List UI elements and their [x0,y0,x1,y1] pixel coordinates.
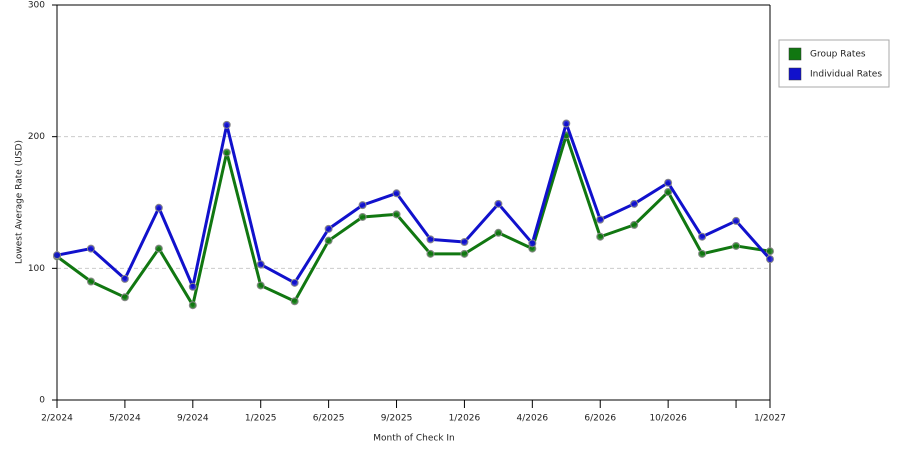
x-tick-label: 9/2025 [381,414,413,424]
data-point [256,281,265,290]
data-point [630,220,639,229]
data-point [596,232,605,241]
data-point [290,278,299,287]
x-tick-label: 10/2026 [649,414,687,424]
x-tick-label: 5/2024 [109,414,141,424]
data-point [358,212,367,221]
y-axis-label: Lowest Average Rate (USD) [15,140,25,264]
y-tick-label: 100 [28,264,45,274]
y-tick-label: 200 [28,132,45,142]
data-point [460,238,469,246]
x-tick-label: 1/2026 [449,414,481,424]
x-tick-label: 9/2024 [177,414,209,424]
data-point [53,251,61,260]
x-tick-label: 2/2024 [41,414,73,424]
x-tick-label: 4/2026 [516,414,548,424]
x-tick-label: 6/2026 [584,414,616,424]
legend-swatch [788,47,802,61]
data-point [120,274,129,283]
data-point [358,201,367,210]
data-point [562,119,571,128]
data-point [698,232,707,241]
y-tick-label: 0 [39,396,45,406]
data-point [188,282,197,291]
data-point [664,178,673,187]
data-point [766,255,774,264]
legend-label: Group Rates [810,50,866,60]
legend-swatch [788,67,802,81]
data-point [222,120,231,129]
x-tick-label: 1/2027 [754,414,786,424]
series-line [56,133,771,307]
series-line [56,122,772,289]
data-point [154,203,163,212]
data-point [426,235,435,244]
y-tick-label: 300 [28,1,45,11]
data-point [222,148,231,157]
x-tick-label: 6/2025 [313,414,345,424]
data-point [494,199,503,208]
data-point [426,249,435,258]
data-point [392,189,401,198]
legend-label: Individual Rates [810,70,882,80]
data-point [732,241,741,250]
data-point [766,247,774,256]
data-point [630,199,639,208]
data-point [256,260,265,269]
data-point [154,244,163,253]
x-tick-label: 1/2025 [245,414,277,424]
data-point [528,239,537,248]
data-point [188,301,197,310]
data-point [120,293,129,302]
data-point [86,244,95,253]
x-axis-label: Month of Check In [373,434,455,444]
data-point [290,297,299,306]
data-point [86,277,95,286]
data-point [664,187,673,196]
data-point [698,249,707,258]
data-point [460,249,469,258]
data-point [732,216,741,225]
data-point [596,215,605,224]
data-point [324,224,333,233]
data-point [494,228,503,237]
data-point [392,210,401,219]
data-point [324,236,333,245]
